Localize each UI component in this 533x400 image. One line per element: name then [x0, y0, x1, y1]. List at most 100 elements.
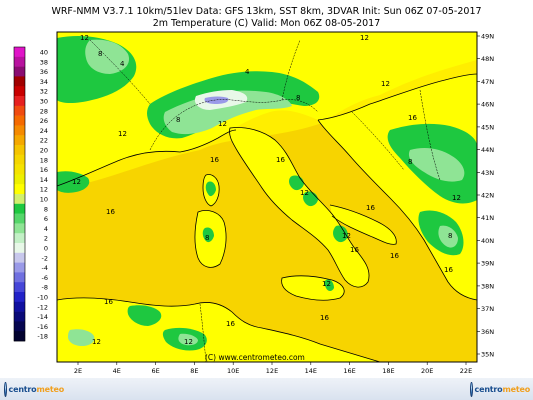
borders — [89, 39, 441, 362]
lon-label: 14E — [305, 367, 317, 375]
label-12-g: 12 — [342, 232, 351, 240]
color-bar-label: 22 — [40, 137, 48, 145]
logo-right: centrometeo — [470, 381, 530, 397]
map-frame — [56, 31, 478, 363]
color-bar-label: 6 — [44, 215, 48, 223]
lon-label: 4E — [113, 367, 121, 375]
lat-label: 40N — [481, 237, 494, 245]
label-8-a: 8 — [98, 50, 102, 58]
label-12-c: 12 — [381, 80, 390, 88]
color-bar-label: 12 — [40, 186, 48, 194]
lat-label: 37N — [481, 305, 494, 313]
color-bar-swatch — [14, 105, 25, 116]
label-12-b: 12 — [360, 34, 369, 42]
color-bar-label: 2 — [44, 235, 48, 243]
label-16-e: 16 — [350, 246, 359, 254]
globe-icon — [4, 381, 7, 397]
color-bar-label: -18 — [37, 333, 48, 341]
logo-left: centrometeo — [4, 381, 64, 397]
color-bar-swatch — [14, 125, 25, 136]
color-bar-swatch — [14, 47, 25, 58]
color-bar-swatch — [14, 252, 25, 263]
label-16-a: 16 — [106, 208, 115, 216]
contour-labels: 4 4 8 8 8 8 8 8 12 12 12 12 12 12 12 12 … — [72, 34, 461, 346]
color-bar-label: -4 — [42, 264, 48, 272]
color-bar-swatch — [14, 321, 25, 332]
label-16-f: 16 — [104, 298, 113, 306]
sardinia-green — [202, 227, 214, 243]
lat-label: 45N — [481, 123, 494, 131]
globe-icon — [470, 381, 473, 397]
label-12-d: 12 — [118, 130, 127, 138]
color-bar-label: 14 — [40, 176, 48, 184]
latitude-labels: 49N 48N 47N 46N 45N 44N 43N 42N 41N 40N 39N 38N 37N 3… — [477, 33, 494, 359]
color-bar-label: -2 — [42, 254, 48, 262]
color-bar-label: 0 — [44, 245, 48, 253]
map-field: 4 4 8 8 8 8 8 8 12 12 12 12 12 12 12 12 … — [57, 32, 477, 362]
header-title: WRF-NMM V3.7.1 10km/51lev Data: GFS 13km… — [51, 6, 482, 17]
lat-label: 42N — [481, 192, 494, 200]
color-bar-label: 18 — [40, 156, 48, 164]
lon-label: 10E — [227, 367, 239, 375]
logo-left-text: centrometeo — [8, 384, 65, 394]
color-bar-swatch — [14, 135, 25, 146]
lon-label: 16E — [343, 367, 355, 375]
color-bar-label: 34 — [40, 78, 48, 86]
color-bar-frame — [13, 46, 26, 342]
label-12-l: 12 — [218, 120, 227, 128]
label-12-i: 12 — [322, 280, 331, 288]
color-bar-label: 30 — [40, 98, 48, 106]
lon-label: 18E — [382, 367, 394, 375]
color-bar-label: 36 — [40, 68, 48, 76]
color-bar-label: -12 — [37, 303, 48, 311]
label-16-h: 16 — [320, 314, 329, 322]
puglia — [330, 205, 397, 245]
label-12-f: 12 — [300, 189, 309, 197]
color-bar-swatch — [14, 311, 25, 322]
atlas-green-1 — [127, 305, 162, 326]
color-bar: 4038363432302826242220181614121086420-2-… — [13, 46, 48, 342]
color-bar-label: 16 — [40, 166, 48, 174]
color-bar-swatch — [14, 76, 25, 87]
color-bar-swatch — [14, 56, 25, 67]
lon-label: 8E — [190, 367, 198, 375]
color-bar-swatch — [14, 96, 25, 107]
lat-label: 46N — [481, 101, 494, 109]
color-bar-swatch — [14, 282, 25, 293]
lat-label: 43N — [481, 169, 494, 177]
label-8-c: 8 — [296, 94, 300, 102]
color-bar-label: -10 — [37, 294, 48, 302]
label-8-d: 8 — [408, 158, 412, 166]
label-16-k: 16 — [444, 266, 453, 274]
color-bar-label: 40 — [40, 49, 48, 57]
color-bar-swatch — [14, 86, 25, 97]
color-bar-swatch — [14, 243, 25, 254]
label-8-e: 8 — [448, 232, 452, 240]
color-bar-swatch — [14, 301, 25, 312]
coastlines — [57, 73, 477, 362]
etna-green — [324, 279, 334, 291]
color-bar-swatch — [14, 233, 25, 244]
color-bar-swatch — [14, 154, 25, 165]
label-12-j: 12 — [92, 338, 101, 346]
color-bar-label: 26 — [40, 117, 48, 125]
apennine-spot-1 — [289, 175, 304, 191]
lat-label: 47N — [481, 78, 494, 86]
lat-label: 39N — [481, 260, 494, 268]
lon-label: 22E — [460, 367, 472, 375]
color-bar-swatch — [14, 292, 25, 303]
color-bar-swatch — [14, 331, 25, 342]
label-12-e: 12 — [72, 178, 81, 186]
color-bar-label: 10 — [40, 196, 48, 204]
color-bar-label: 8 — [44, 205, 48, 213]
color-bar-label: 32 — [40, 88, 48, 96]
label-16-j: 16 — [390, 252, 399, 260]
color-bar-swatch — [14, 174, 25, 185]
label-16-g: 16 — [226, 320, 235, 328]
lon-label: 12E — [266, 367, 278, 375]
atlas-light-2 — [178, 333, 198, 346]
lat-label: 41N — [481, 214, 494, 222]
color-bar-swatch — [14, 145, 25, 156]
color-bar-label: 24 — [40, 127, 48, 135]
